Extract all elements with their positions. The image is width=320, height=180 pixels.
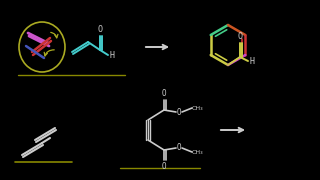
Text: CH₃: CH₃ <box>192 150 204 154</box>
Text: O: O <box>162 162 166 171</box>
Text: O: O <box>162 89 166 98</box>
Text: H: H <box>249 57 254 66</box>
Text: CH₃: CH₃ <box>192 105 204 111</box>
Text: O: O <box>237 32 243 41</box>
Text: O: O <box>98 25 102 34</box>
Text: H: H <box>109 51 114 60</box>
Text: O: O <box>177 143 182 152</box>
Text: O: O <box>177 107 182 116</box>
